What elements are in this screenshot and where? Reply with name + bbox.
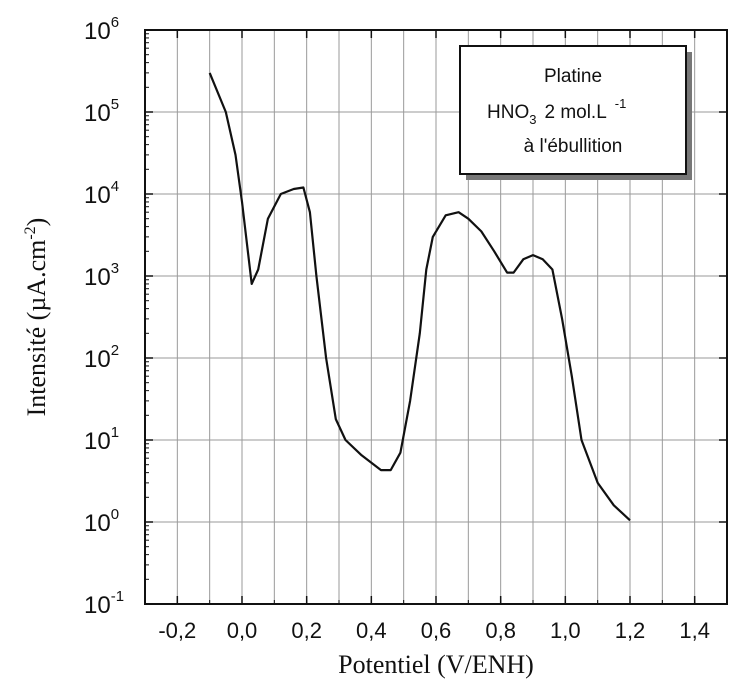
tick-marks bbox=[144, 29, 728, 605]
series-line bbox=[208, 72, 631, 522]
y-axis-label-exp: -2 bbox=[22, 226, 39, 239]
y-tick-label: 106 bbox=[84, 14, 119, 45]
y-tick-label: 104 bbox=[84, 178, 119, 209]
y-tick-labels: 10-1 100 101 102 103 104 105 106 bbox=[84, 14, 124, 619]
y-axis-label-base: Intensité (µA.cm bbox=[22, 240, 51, 417]
y-tick-label: 10-1 bbox=[84, 588, 124, 619]
grid-lines bbox=[145, 30, 727, 604]
annotation-line2-sub: 3 bbox=[529, 112, 536, 127]
y-tick-label: 102 bbox=[84, 342, 119, 373]
x-tick-label: -0,2 bbox=[158, 618, 196, 643]
x-tick-label: 0,6 bbox=[421, 618, 452, 643]
x-tick-label: 1,4 bbox=[679, 618, 710, 643]
x-tick-label: 0,0 bbox=[227, 618, 258, 643]
y-axis-label-close: ) bbox=[22, 218, 51, 227]
x-tick-label: 1,0 bbox=[550, 618, 581, 643]
annotation-frame bbox=[459, 45, 687, 175]
annotation-line2-exp: -1 bbox=[615, 96, 627, 111]
x-tick-label: 1,2 bbox=[615, 618, 646, 643]
y-axis-label: Intensité (µA.cm-2) bbox=[22, 218, 51, 417]
x-tick-labels: -0,2 0,0 0,2 0,4 0,6 0,8 1,0 1,2 1,4 bbox=[158, 618, 710, 643]
annotation-line1: Platine bbox=[544, 66, 602, 87]
x-tick-label: 0,4 bbox=[356, 618, 387, 643]
annotation-line2-main: HNO bbox=[487, 102, 529, 123]
x-axis-label: Potentiel (V/ENH) bbox=[338, 650, 534, 679]
y-tick-label: 103 bbox=[84, 260, 119, 291]
annotation-line2: HNO3 2 mol.L -1 bbox=[487, 96, 626, 127]
annotation-line3: à l'ébullition bbox=[524, 136, 623, 157]
y-tick-label: 105 bbox=[84, 96, 119, 127]
annotation-box: Platine HNO3 2 mol.L -1 à l'ébullition bbox=[459, 45, 692, 180]
x-tick-label: 0,8 bbox=[485, 618, 516, 643]
x-tick-label: 0,2 bbox=[291, 618, 322, 643]
y-tick-label: 100 bbox=[84, 506, 119, 537]
annotation-line2-rest: 2 mol.L bbox=[544, 102, 606, 123]
y-tick-label: 101 bbox=[84, 424, 119, 455]
